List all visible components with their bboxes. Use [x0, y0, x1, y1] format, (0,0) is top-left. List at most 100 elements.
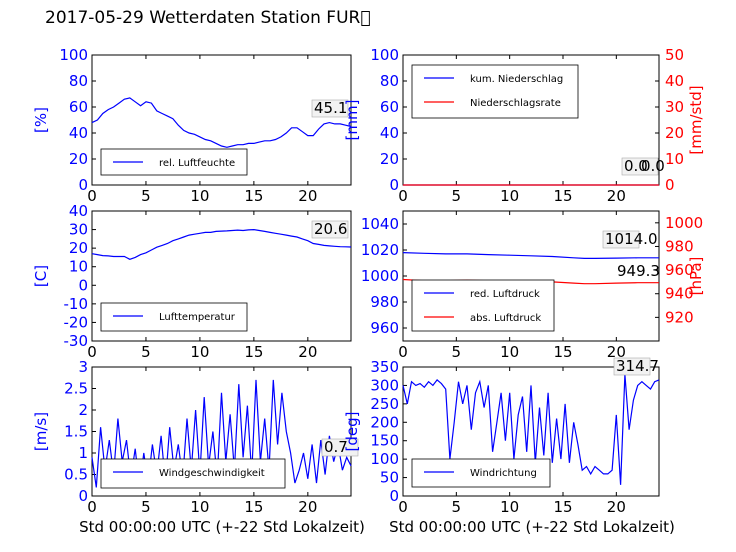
precipitation-legend-label: Niederschlagsrate	[470, 98, 561, 109]
wind-direction-ylabel: [deg]	[343, 412, 361, 452]
wind-speed-ytick-label: 2	[78, 401, 88, 419]
wind-direction-ytick-label: 350	[370, 358, 399, 376]
temperature-ytick-label: 30	[69, 221, 88, 239]
temperature-ytick-label: 0	[78, 276, 88, 294]
wind-direction-plot-frame	[402, 366, 660, 497]
pressure-ytick-label: 960	[370, 319, 399, 337]
wind-direction-last-value: 314.7	[616, 357, 659, 375]
humidity-ytick-label: 100	[59, 46, 88, 64]
temperature-legend-box	[100, 302, 248, 332]
wind-speed-legend-label: Windgeschwindigkeit	[159, 468, 265, 479]
pressure-series-0-line	[402, 252, 659, 259]
pressure-xtick-label: 0	[398, 343, 408, 361]
precipitation-last-value-2: 0.0	[641, 157, 665, 175]
wind-direction-series-0-line	[402, 374, 660, 485]
humidity-plot-frame	[91, 54, 352, 186]
temperature-ytick-label: -20	[64, 313, 89, 331]
humidity-last-value: 45.1	[314, 99, 347, 117]
temperature-ytick-label: 10	[69, 258, 88, 276]
precipitation-xtick-label: 20	[607, 187, 626, 205]
pressure-last-value-box	[602, 230, 640, 249]
wind-direction-xtick-label: 5	[452, 498, 462, 516]
wind-speed-ytick-label: 3	[78, 358, 88, 376]
pressure-xtick-label: 15	[553, 343, 572, 361]
humidity-legend-label: rel. Luftfeuchte	[159, 158, 235, 169]
temperature-ytick-label: 40	[69, 202, 88, 220]
wind-speed-xtick-label: 20	[298, 498, 317, 516]
wind-speed-xtick-label: 10	[190, 498, 209, 516]
pressure-ytick-label: 1000	[361, 267, 399, 285]
temperature-last-value-box	[311, 220, 349, 239]
wind-direction-legend-label: Windrichtung	[470, 468, 537, 479]
pressure-ytick-label: 1020	[361, 241, 399, 259]
precipitation-legend-label: kum. Niederschlag	[470, 74, 563, 85]
precipitation-y2label: [mm/std]	[687, 85, 705, 154]
wind-speed-ytick-label: 1	[78, 444, 88, 462]
pressure-y2tick-label: 940	[665, 285, 694, 303]
precipitation-xtick-label: 0	[398, 187, 408, 205]
humidity-xtick-label: 15	[244, 187, 263, 205]
humidity-xtick-label: 20	[298, 187, 317, 205]
pressure-y2tick-label: 920	[665, 308, 694, 326]
wind-direction-ytick-label: 0	[389, 487, 399, 505]
precipitation-y2tick-label: 50	[665, 46, 684, 64]
wind-speed-legend-box	[100, 458, 286, 489]
wind-direction-xtick-label: 20	[607, 498, 626, 516]
humidity-ytick-label: 80	[69, 72, 88, 90]
pressure-last-value-2: 949.3	[617, 262, 660, 280]
humidity-xtick-label: 5	[141, 187, 151, 205]
humidity-series-0-line	[91, 97, 352, 148]
temperature-xtick-label: 20	[298, 343, 317, 361]
wind-direction-last-value-box	[613, 357, 651, 376]
pressure-y2tick-label: 1000	[665, 214, 703, 232]
wind-speed-xtick-label: 5	[141, 498, 151, 516]
humidity-ytick-label: 40	[69, 124, 88, 142]
pressure-legend-label: red. Luftdruck	[470, 289, 540, 300]
precipitation-y2tick-label: 20	[665, 124, 684, 142]
wind-speed-ytick-label: 0	[78, 487, 88, 505]
temperature-xtick-label: 5	[141, 343, 151, 361]
precipitation-xtick-label: 5	[452, 187, 462, 205]
pressure-legend-box	[411, 279, 555, 332]
xlabel-right: Std 00:00:00 UTC (+-22 Std Lokalzeit)	[389, 518, 675, 536]
pressure-y2tick-label: 960	[665, 261, 694, 279]
humidity-ytick-label: 60	[69, 98, 88, 116]
precipitation-ytick-label: 40	[380, 124, 399, 142]
precipitation-y2tick-label: 30	[665, 98, 684, 116]
wind-speed-last-value: 0.7	[324, 438, 348, 456]
wind-direction-ytick-label: 200	[370, 413, 399, 431]
humidity-xtick-label: 0	[87, 187, 97, 205]
wind-speed-xtick-label: 15	[244, 498, 263, 516]
temperature-ylabel: [C]	[32, 265, 50, 287]
pressure-legend-label: abs. Luftdruck	[470, 313, 541, 324]
precipitation-ytick-label: 60	[380, 98, 399, 116]
precipitation-y2tick-label: 40	[665, 72, 684, 90]
precipitation-y2tick-label: 0	[665, 176, 675, 194]
pressure-xtick-label: 5	[452, 343, 462, 361]
pressure-xtick-label: 10	[500, 343, 519, 361]
wind-speed-last-value-box	[321, 438, 359, 457]
humidity-last-value-box	[311, 99, 349, 118]
wind-direction-xtick-label: 15	[553, 498, 572, 516]
temperature-series-0-line	[91, 228, 352, 260]
pressure-last-value: 1014.0	[605, 230, 658, 248]
humidity-ytick-label: 0	[78, 176, 88, 194]
xlabel-left: Std 00:00:00 UTC (+-22 Std Lokalzeit)	[79, 518, 365, 536]
pressure-xtick-label: 20	[607, 343, 626, 361]
wind-speed-series-0-line	[91, 379, 352, 488]
wind-direction-legend-box	[411, 458, 551, 488]
temperature-ytick-label: -30	[64, 332, 89, 350]
pressure-ytick-label: 980	[370, 293, 399, 311]
wind-speed-ylabel: [m/s]	[32, 412, 50, 451]
wind-direction-ytick-label: 250	[370, 395, 399, 413]
precipitation-last-value: 0.0	[624, 157, 648, 175]
temperature-xtick-label: 10	[190, 343, 209, 361]
temperature-plot-frame	[91, 210, 352, 342]
temperature-ytick-label: -10	[64, 295, 89, 313]
wind-direction-xtick-label: 0	[398, 498, 408, 516]
humidity-ytick-label: 20	[69, 150, 88, 168]
temperature-ytick-label: 20	[69, 239, 88, 257]
pressure-y2label: [hPa]	[687, 257, 705, 296]
